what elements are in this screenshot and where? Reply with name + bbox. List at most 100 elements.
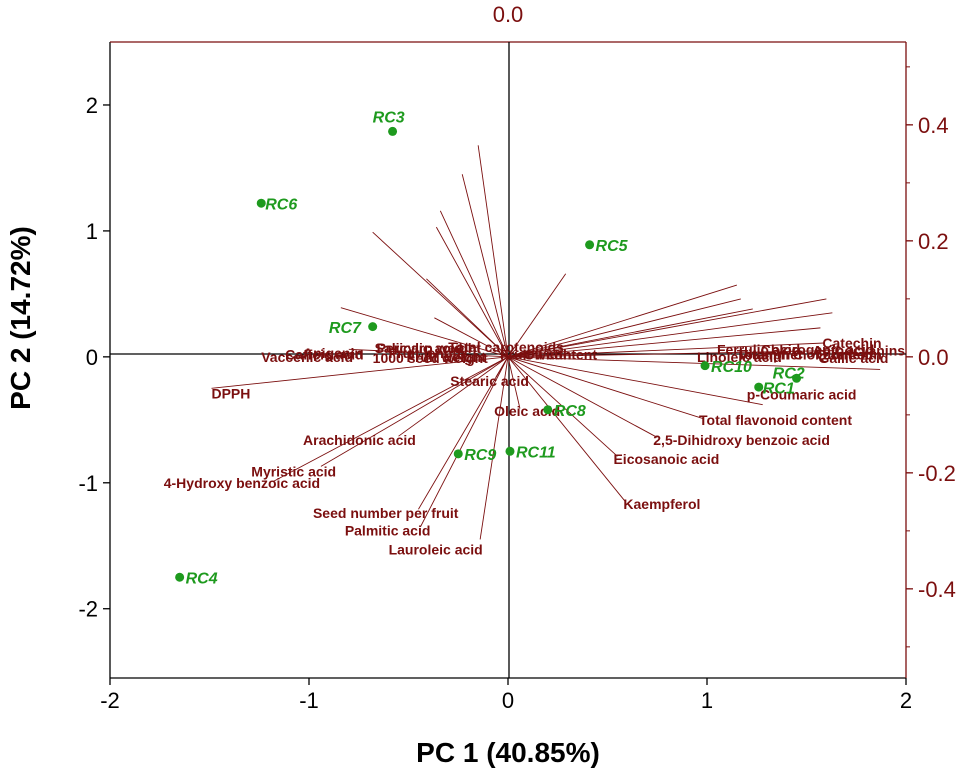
loading-label: Total carotenoids — [448, 339, 564, 355]
loading-vector — [320, 356, 509, 467]
score-point — [754, 382, 764, 392]
loading-label: 4-Hydroxy benzoic acid — [164, 475, 320, 491]
loading-label: Lauroleic acid — [389, 542, 483, 558]
loading-label: Ferrulic acid — [717, 341, 800, 357]
score-label: RC5 — [596, 238, 629, 255]
loading-label: Total phenol content — [737, 346, 874, 362]
loading-label: Anthocyanins — [812, 343, 905, 359]
loading-label: Vitamin C — [739, 346, 803, 362]
loading-vector — [272, 356, 509, 482]
score-point — [175, 572, 185, 582]
y2-tick-label: -0.4 — [918, 577, 956, 602]
score-point — [388, 126, 398, 136]
loading-label: Oleic acid — [494, 403, 560, 419]
loading-vector — [477, 145, 509, 357]
score-label: RC7 — [329, 320, 362, 337]
x-tick-label: -2 — [100, 688, 120, 713]
loading-vector — [507, 298, 827, 358]
score-label: RC8 — [554, 403, 586, 420]
loading-vector — [507, 298, 741, 358]
x-tick-label: -1 — [299, 688, 319, 713]
x-axis-title: PC 1 (40.85%) — [416, 737, 600, 768]
loading-label: Vaccenic acid — [261, 349, 353, 365]
loading-vector — [507, 356, 521, 409]
loading-label: Gallic acid — [818, 350, 888, 366]
loading-label: Palmitic acid — [345, 523, 431, 539]
loading-label: Fruit weight — [407, 349, 487, 365]
y-axis-title: PC 2 (14.72%) — [5, 226, 36, 410]
loading-label: 2,5-Dihidroxy benzoic acid — [653, 432, 830, 448]
loading-label: p-Coumaric acid — [747, 387, 857, 403]
loading-label: Oil content — [524, 346, 597, 362]
y2-tick-label: 0.4 — [918, 113, 949, 138]
loading-label: Apigenin — [303, 345, 363, 361]
loading-vector — [435, 226, 509, 358]
y-tick-label: 1 — [86, 219, 98, 244]
loading-label: Kaempferol — [623, 496, 700, 512]
loading-label: Total flavonoid content — [699, 412, 852, 428]
x-tick-label: 2 — [900, 688, 912, 713]
score-label: RC4 — [186, 571, 218, 588]
loading-vector — [507, 327, 821, 358]
y2-tick-label: 0.0 — [918, 345, 949, 370]
loading-vector — [507, 350, 835, 358]
loading-label: Linoleic acid — [697, 349, 782, 365]
score-label: RC11 — [516, 445, 556, 462]
score-point — [792, 373, 802, 383]
loading-label: Catechin — [822, 335, 881, 351]
loading-vector — [398, 356, 509, 437]
score-label: RC2 — [773, 365, 805, 382]
y2-tick-label: -0.2 — [918, 461, 956, 486]
loading-vector — [507, 284, 737, 358]
loading-vector — [507, 356, 881, 370]
loading-label: DPPH — [211, 385, 250, 401]
top-axis-label: 0.0 — [493, 2, 524, 27]
score-point — [453, 449, 463, 459]
loading-label: Fruit width — [500, 346, 572, 362]
loading-label: 1000 seed weight — [373, 350, 489, 366]
score-point — [505, 446, 515, 456]
score-label: RC1 — [763, 380, 795, 397]
loading-vector — [439, 210, 509, 358]
loading-vector — [507, 312, 833, 358]
loading-vector — [507, 348, 517, 358]
loading-vector — [418, 356, 509, 510]
loading-vector — [507, 356, 618, 457]
score-point — [700, 361, 710, 371]
score-label: RC9 — [464, 447, 496, 464]
loading-label: Seed number per fruit — [313, 505, 459, 521]
score-point — [256, 198, 266, 208]
loading-vector — [507, 356, 658, 438]
loading-vector — [507, 308, 753, 358]
loading-vector — [507, 342, 825, 358]
score-label: RC3 — [373, 110, 405, 127]
loading-label: Salicylic acid — [375, 340, 463, 356]
loading-vector — [211, 356, 509, 389]
loading-vector — [348, 348, 509, 358]
loading-vector — [461, 174, 509, 357]
loading-vector — [340, 307, 509, 358]
loading-label: Pericarp weight — [377, 340, 482, 356]
score-label: RC10 — [711, 359, 752, 376]
loading-label: Chlorogenic acid — [761, 341, 875, 357]
loading-label: Myristic acid — [251, 463, 336, 479]
loading-vector — [479, 356, 509, 540]
y-tick-label: -2 — [78, 597, 98, 622]
x-tick-label: 0 — [502, 688, 514, 713]
loading-label: Caffeic acid — [285, 346, 364, 362]
loading-vector — [507, 356, 763, 406]
y-tick-label: -1 — [78, 471, 98, 496]
loading-vector — [507, 356, 704, 419]
loading-vector — [507, 356, 626, 502]
loading-label: Arachidonic acid — [303, 432, 416, 448]
loading-vector — [434, 317, 509, 358]
loading-vector — [420, 356, 509, 528]
loading-vector — [507, 273, 567, 358]
score-label: RC6 — [265, 197, 297, 214]
y2-tick-label: 0.2 — [918, 229, 949, 254]
loading-label: Quercetin — [816, 346, 881, 362]
score-point — [543, 405, 553, 415]
loading-label: Eicosanoic acid — [613, 451, 719, 467]
y-tick-label: 0 — [86, 345, 98, 370]
